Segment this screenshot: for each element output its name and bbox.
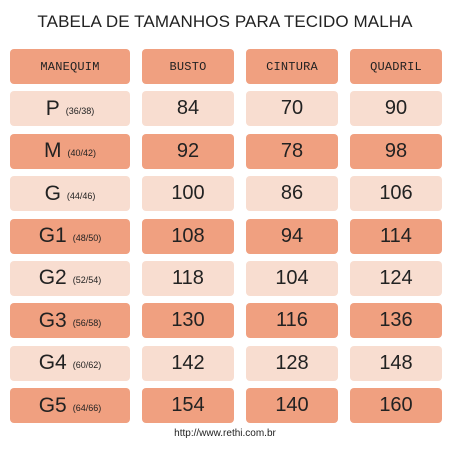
cintura-value: 70 <box>246 91 338 127</box>
header-manequim: MANEQUIM <box>10 49 130 84</box>
size-label: G1 <box>38 224 67 248</box>
busto-value: 108 <box>142 218 234 254</box>
cintura-value: 140 <box>246 388 338 424</box>
size-range: (48/50) <box>72 233 102 244</box>
page-title: TABELA DE TAMANHOS PARA TECIDO MALHA <box>37 12 413 31</box>
size-label: G4 <box>38 351 67 375</box>
cintura-value: 104 <box>246 260 338 296</box>
busto-value: 118 <box>142 260 234 296</box>
size-cell: G (44/46) <box>10 176 130 212</box>
size-range: (64/66) <box>72 402 102 413</box>
busto-value: 142 <box>142 345 234 381</box>
busto-value: 130 <box>142 303 234 339</box>
size-table: MANEQUIM BUSTO CINTURA QUADRIL P (36/38) … <box>10 49 442 424</box>
quadril-value: 90 <box>350 91 442 127</box>
size-label: M <box>43 139 62 163</box>
size-cell: G3 (56/58) <box>10 303 130 339</box>
quadril-value: 106 <box>350 176 442 212</box>
size-label: P <box>45 96 60 120</box>
cintura-value: 94 <box>246 218 338 254</box>
size-range: (60/62) <box>72 360 102 371</box>
quadril-value: 148 <box>350 345 442 381</box>
size-range: (44/46) <box>66 190 96 201</box>
size-range: (52/54) <box>72 275 102 286</box>
header-quadril: QUADRIL <box>350 49 442 84</box>
quadril-value: 136 <box>350 303 442 339</box>
size-cell: G5 (64/66) <box>10 388 130 424</box>
size-cell: G4 (60/62) <box>10 345 130 381</box>
website-url: http://www.rethi.com.br <box>174 428 276 439</box>
size-label: G2 <box>38 266 67 290</box>
size-range: (36/38) <box>65 105 95 116</box>
quadril-value: 114 <box>350 218 442 254</box>
size-cell: M (40/42) <box>10 133 130 169</box>
size-label: G3 <box>38 308 67 332</box>
cintura-value: 86 <box>246 176 338 212</box>
busto-value: 92 <box>142 133 234 169</box>
size-range: (56/58) <box>72 317 102 328</box>
busto-value: 100 <box>142 176 234 212</box>
size-cell: P (36/38) <box>10 91 130 127</box>
size-label: G <box>44 181 61 205</box>
size-cell: G1 (48/50) <box>10 218 130 254</box>
header-cintura: CINTURA <box>246 49 338 84</box>
busto-value: 84 <box>142 91 234 127</box>
size-cell: G2 (52/54) <box>10 260 130 296</box>
header-busto: BUSTO <box>142 49 234 84</box>
cintura-value: 128 <box>246 345 338 381</box>
cintura-value: 78 <box>246 133 338 169</box>
quadril-value: 98 <box>350 133 442 169</box>
size-range: (40/42) <box>67 148 97 159</box>
busto-value: 154 <box>142 388 234 424</box>
quadril-value: 160 <box>350 388 442 424</box>
size-label: G5 <box>38 393 67 417</box>
cintura-value: 116 <box>246 303 338 339</box>
quadril-value: 124 <box>350 260 442 296</box>
